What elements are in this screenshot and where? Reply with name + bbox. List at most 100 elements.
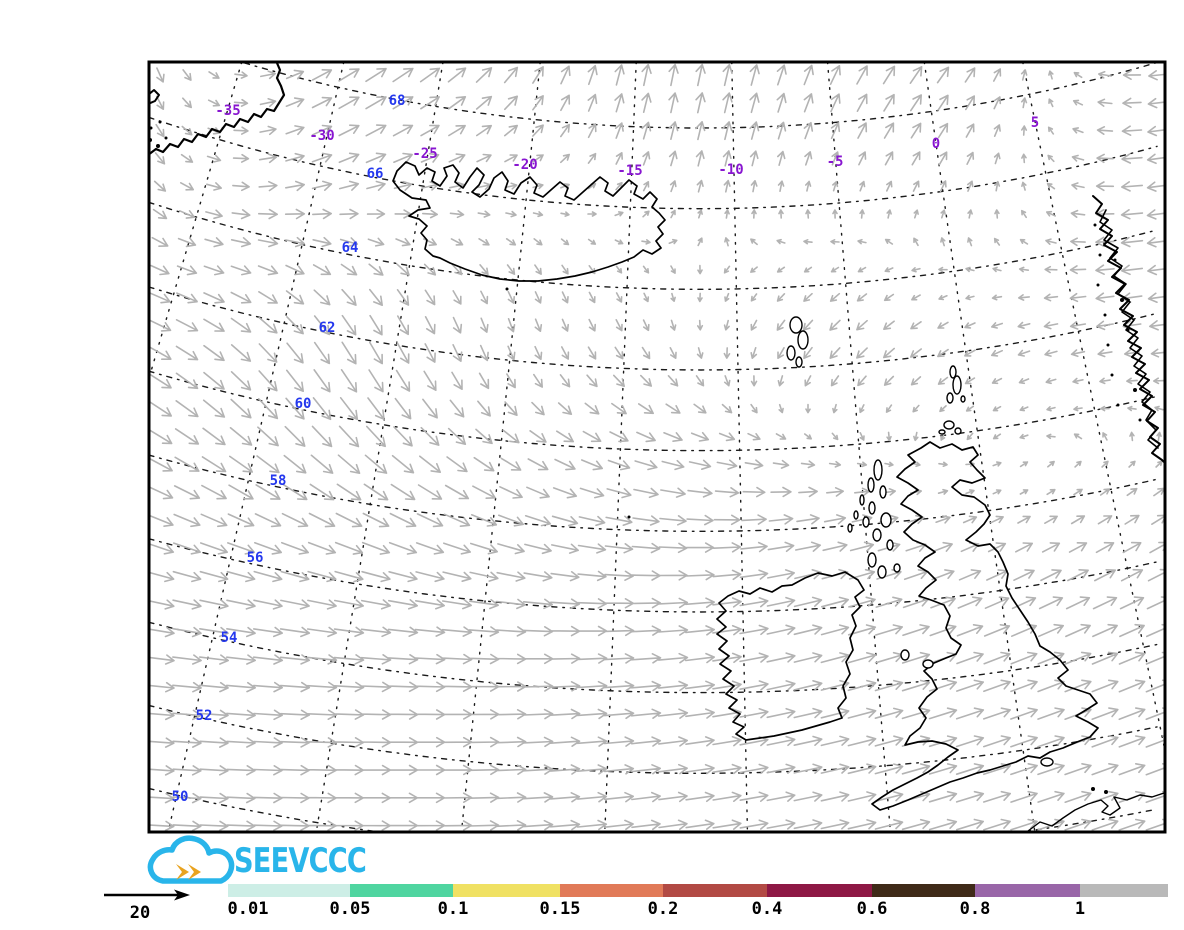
island [859,494,865,506]
coastline-greenland [150,63,286,155]
island [886,539,894,551]
latitude-label: 68 [389,93,406,109]
longitude-label: -10 [718,162,743,178]
islet [1110,373,1114,377]
aot-scale-label: 0.05 [329,899,371,919]
coastline-iceland [392,161,666,282]
map-frame [147,60,1167,834]
island [862,516,870,528]
aot-scale-label: 0.2 [647,899,679,919]
graticule-meridians [150,63,1164,831]
longitude-label: -20 [512,157,537,173]
islet [1133,388,1137,392]
aot-scale-label: 0.8 [959,899,991,919]
aot-scale-segment [663,884,767,897]
seevccc-logo [147,835,235,884]
aot-scale-labels: 0.01 0.05 0.1 0.15 0.2 0.4 0.6 0.8 1 [228,899,1184,923]
islet [150,126,153,130]
coastline-france [1027,792,1164,831]
island [877,565,887,579]
islet [1104,790,1108,794]
island [795,356,803,368]
islet [1096,283,1100,287]
longitude-label: -35 [215,103,240,119]
island [786,345,796,361]
island [946,392,954,404]
aot-scale-label: 0.15 [539,899,581,919]
seevccc-logo-text: SEEVCCC [234,841,367,881]
island [868,501,876,515]
island [960,395,966,403]
wind-reference-arrow [104,889,190,901]
island [797,330,809,350]
islet [1103,313,1107,317]
aot-scale-label: 0.6 [856,899,888,919]
island [880,512,892,528]
aot-scale-segment [767,884,872,897]
aot-scale-label: 0.1 [437,899,469,919]
latitude-label: 52 [196,708,213,724]
longitude-label: -5 [827,154,844,170]
island [954,427,962,435]
coastlines [150,63,1164,831]
longitude-labels: -35 -30 -25 -20 -15 -10 -5 0 5 [215,103,1039,179]
coastline-greenland_edge [150,89,160,105]
island [789,316,803,334]
islet [1091,787,1095,791]
wind-reference-label: 20 [129,903,151,923]
island [938,429,946,435]
island [1040,757,1054,767]
island [847,523,853,533]
island [867,477,875,493]
island [893,563,901,573]
cloud-icon [147,835,235,884]
coastline-great_britain [871,441,1099,811]
latitude-label: 62 [319,320,336,336]
latitude-labels: 68 66 64 62 60 58 56 54 52 50 [172,93,406,805]
latitude-label: 56 [247,550,264,566]
islet [1116,403,1120,407]
island [867,552,877,568]
aot-scale-segment [350,884,453,897]
aot-scale-segment [453,884,560,897]
coastline-ireland [716,571,865,741]
chevron-icon [176,864,201,880]
island [872,528,882,542]
islet [1113,258,1117,262]
islet [1093,223,1097,227]
island [853,510,859,520]
island [900,649,910,661]
latitude-label: 64 [342,240,359,256]
longitude-label: -15 [617,163,642,179]
islet [1098,253,1102,257]
latitude-label: 66 [367,166,384,182]
longitude-label: -30 [309,128,334,144]
aot-scale-segment [975,884,1080,897]
latitude-label: 50 [172,789,189,805]
longitude-label: 0 [932,136,940,152]
longitude-label: 5 [1031,115,1039,131]
islet [627,515,631,519]
aot-scale-label: 0.01 [227,899,269,919]
islet [158,120,162,124]
islet [156,144,160,148]
aot-scale-segment [228,884,350,897]
aot-scale-segment [560,884,663,897]
island [949,365,957,379]
aot-scale-label: 1 [1074,899,1086,919]
longitude-label: -25 [412,146,437,162]
aot-scale-label: 0.4 [751,899,783,919]
islet [164,136,168,140]
aot-scale-segment [872,884,975,897]
latitude-label: 60 [295,396,312,412]
islet [1120,298,1124,302]
island [879,485,887,499]
island [922,659,934,669]
island [952,375,962,395]
islet [1106,343,1110,347]
latitude-label: 58 [270,473,287,489]
islet [1138,418,1142,422]
coastline-norway_inner [1099,209,1159,449]
